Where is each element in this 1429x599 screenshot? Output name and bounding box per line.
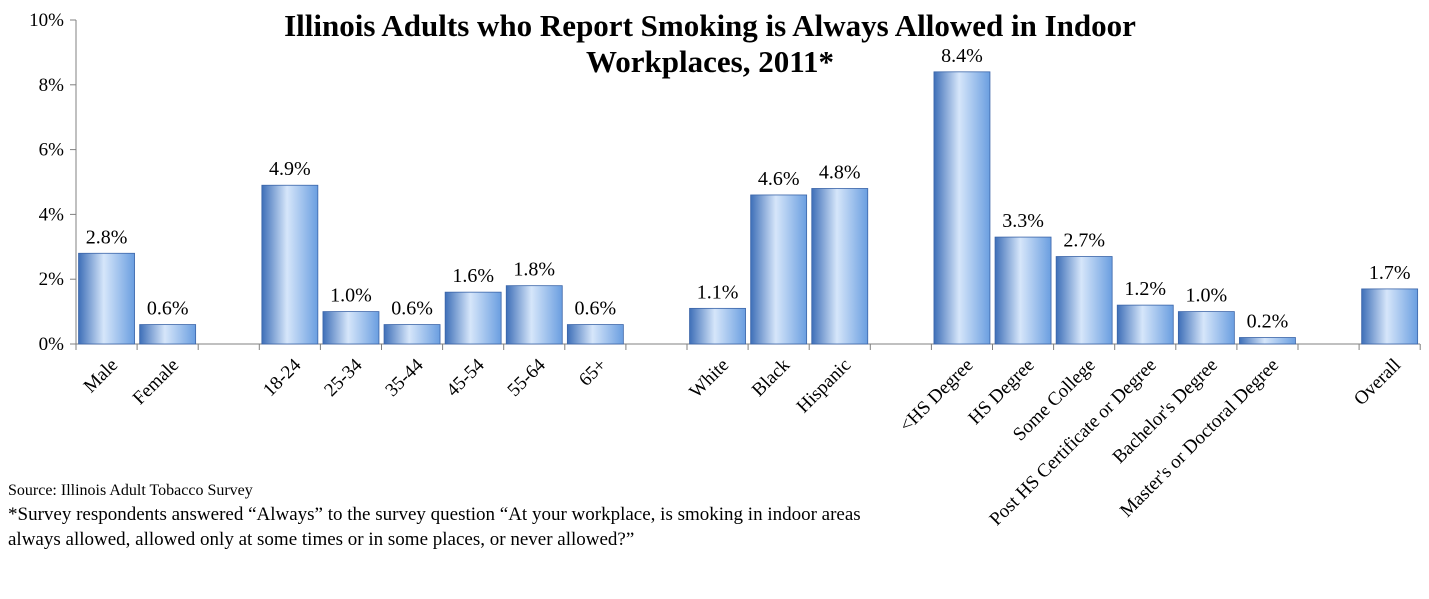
data-label-post-hs-certificate-or-degree: 1.2%	[1124, 278, 1166, 300]
data-label-35-44: 0.6%	[391, 298, 433, 320]
data-label-45-54: 1.6%	[452, 265, 494, 287]
data-label-55-64: 1.8%	[513, 259, 555, 281]
chart-title-line1: Illinois Adults who Report Smoking is Al…	[140, 8, 1280, 44]
bar-some-college	[1056, 257, 1112, 344]
data-label-white: 1.1%	[697, 281, 739, 303]
chart-title-line2: Workplaces, 2011*	[140, 44, 1280, 80]
data-label-hispanic: 4.8%	[819, 161, 861, 183]
data-label-male: 2.8%	[86, 226, 128, 248]
x-tick-label-bachelor-s-degree: Bachelor's Degree	[1109, 355, 1222, 468]
bar-post-hs-certificate-or-degree	[1117, 305, 1173, 344]
x-tick-label-25-34: 25-34	[320, 354, 367, 401]
bar-35-44	[384, 325, 440, 344]
x-tick-label-18-24: 18-24	[259, 354, 306, 401]
bar-hs-degree	[995, 237, 1051, 344]
data-label-hs-degree: 3.3%	[1002, 210, 1044, 232]
x-tick-label-65: 65+	[575, 355, 611, 391]
x-tick-label-white: White	[685, 355, 733, 403]
data-label-bachelor-s-degree: 1.0%	[1186, 285, 1228, 307]
x-tick-label-hispanic: Hispanic	[793, 355, 856, 418]
bar-65	[567, 325, 623, 344]
y-tick-label: 0%	[39, 334, 65, 355]
bar-45-54	[445, 292, 501, 344]
y-tick-label: 4%	[39, 204, 65, 225]
bar-female	[140, 325, 196, 344]
x-tick-label-black: Black	[748, 354, 795, 401]
x-tick-label-male: Male	[80, 355, 122, 397]
bar-overall	[1362, 289, 1418, 344]
data-label-18-24: 4.9%	[269, 158, 311, 180]
source-note: Source: Illinois Adult Tobacco Survey	[8, 480, 868, 502]
data-label-master-s-or-doctoral-degree: 0.2%	[1247, 311, 1289, 333]
y-tick-label: 8%	[39, 75, 65, 96]
data-label-25-34: 1.0%	[330, 285, 372, 307]
bar-hs-degree	[934, 72, 990, 344]
bar-black	[751, 195, 807, 344]
x-tick-label-overall: Overall	[1350, 355, 1405, 410]
data-label-65: 0.6%	[575, 298, 617, 320]
data-label-some-college: 2.7%	[1063, 230, 1105, 252]
bar-55-64	[506, 286, 562, 344]
chart-title: Illinois Adults who Report Smoking is Al…	[140, 8, 1280, 80]
x-tick-label-45-54: 45-54	[442, 354, 489, 401]
x-tick-label-female: Female	[129, 355, 183, 409]
x-tick-label-35-44: 35-44	[381, 354, 428, 401]
bar-25-34	[323, 312, 379, 344]
data-label-overall: 1.7%	[1369, 262, 1411, 284]
y-tick-label: 10%	[29, 10, 64, 31]
x-tick-label-hs-degree: <HS Degree	[896, 355, 978, 437]
x-tick-label-55-64: 55-64	[504, 354, 551, 401]
bar-hispanic	[812, 188, 868, 344]
footnote: *Survey respondents answered “Always” to…	[8, 502, 868, 552]
y-tick-label: 2%	[39, 269, 65, 290]
bar-white	[690, 308, 746, 344]
y-tick-label: 6%	[39, 140, 65, 161]
data-label-female: 0.6%	[147, 298, 189, 320]
chart-notes: Source: Illinois Adult Tobacco Survey *S…	[8, 480, 868, 552]
bar-male	[79, 253, 135, 344]
data-label-black: 4.6%	[758, 168, 800, 190]
bar-master-s-or-doctoral-degree	[1239, 338, 1295, 344]
bar-bachelor-s-degree	[1178, 312, 1234, 344]
bar-18-24	[262, 185, 318, 344]
